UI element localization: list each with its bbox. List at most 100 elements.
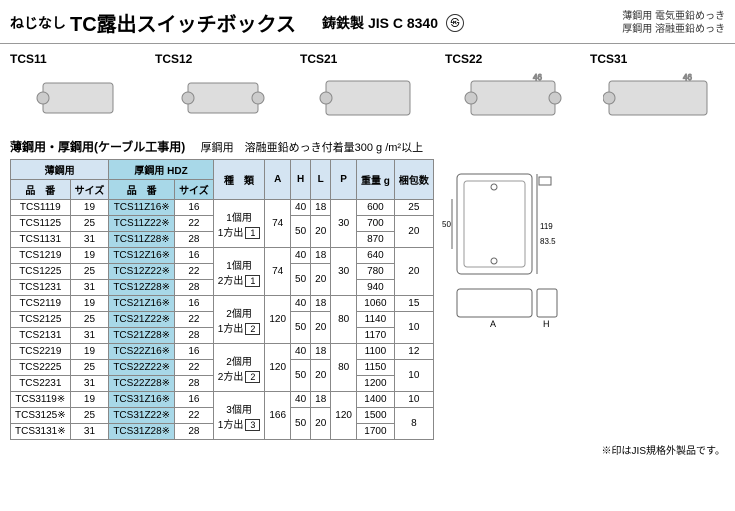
cell: 18	[311, 392, 331, 408]
product-label: TCS22	[445, 52, 580, 66]
col-weight: 重量 g	[356, 160, 394, 200]
cell: 28	[175, 280, 214, 296]
cell: 22	[175, 216, 214, 232]
cell: 40	[291, 200, 311, 216]
note-line-2: 厚鋼用 溶融亜鉛めっき	[622, 23, 725, 36]
cell: 50	[291, 408, 311, 440]
cell: 15	[394, 296, 433, 312]
cell: 25	[70, 312, 109, 328]
cell: 74	[265, 248, 291, 296]
cell: 120	[331, 392, 357, 440]
title-std: 鋳鉄製 JIS C 8340	[322, 13, 438, 33]
col-h: H	[291, 160, 311, 200]
cell: 31	[70, 376, 109, 392]
dim-119: 119	[540, 222, 553, 231]
cell: 1170	[356, 328, 394, 344]
col-p: P	[331, 160, 357, 200]
dim-h: H	[543, 319, 550, 329]
cell: 19	[70, 392, 109, 408]
cell: 28	[175, 232, 214, 248]
cell: TCS11Z28※	[109, 232, 175, 248]
note-line-1: 薄鋼用 電気亜鉛めっき	[622, 10, 725, 23]
cell: 1060	[356, 296, 394, 312]
cell: 50	[291, 360, 311, 392]
table-row: TCS121919TCS12Z16※161個用2方出17440183064020	[11, 248, 434, 264]
cell: 25	[70, 360, 109, 376]
type-number-box: 2	[245, 323, 260, 335]
cell: 80	[331, 296, 357, 344]
cell: 19	[70, 344, 109, 360]
cell: TCS2225	[11, 360, 71, 376]
cell: 120	[265, 296, 291, 344]
cell: TCS12Z16※	[109, 248, 175, 264]
cell: TCS12Z28※	[109, 280, 175, 296]
cell: 16	[175, 200, 214, 216]
cell: TCS2131	[11, 328, 71, 344]
table-row: TCS211919TCS21Z16※162個用1方出21204018801060…	[11, 296, 434, 312]
product-item: TCS22 46	[445, 52, 580, 126]
product-image: 46	[590, 70, 725, 126]
cell: 28	[175, 424, 214, 440]
cell: 50	[291, 312, 311, 344]
cell: 20	[311, 408, 331, 440]
product-label: TCS11	[10, 52, 145, 66]
cell: 12	[394, 344, 433, 360]
cell: 16	[175, 392, 214, 408]
cell: 50	[291, 264, 311, 296]
cell: 40	[291, 296, 311, 312]
cell: 40	[291, 248, 311, 264]
cell: 25	[70, 216, 109, 232]
cell: 20	[394, 216, 433, 248]
cell: TCS1125	[11, 216, 71, 232]
cell: 30	[331, 200, 357, 248]
type-cell: 1個用1方出1	[213, 200, 265, 248]
cell: 19	[70, 296, 109, 312]
cell: TCS3131※	[11, 424, 71, 440]
type-number-box: 3	[245, 419, 260, 431]
type-cell: 1個用2方出1	[213, 248, 265, 296]
cell: 940	[356, 280, 394, 296]
cell: 1400	[356, 392, 394, 408]
cell: 1500	[356, 408, 394, 424]
section-title-text: 薄鋼用・厚鋼用(ケーブル工事用)	[10, 140, 185, 154]
cell: 18	[311, 296, 331, 312]
footnote: ※印はJIS規格外製品です。	[0, 440, 735, 459]
cell: 31	[70, 280, 109, 296]
cell: 10	[394, 360, 433, 392]
cell: 25	[70, 408, 109, 424]
cell: 1700	[356, 424, 394, 440]
cell: TCS31Z28※	[109, 424, 175, 440]
cell: 20	[394, 248, 433, 296]
type-number-box: 2	[245, 371, 260, 383]
cell: TCS1231	[11, 280, 71, 296]
cell: TCS1225	[11, 264, 71, 280]
cell: 10	[394, 392, 433, 408]
section-note: 厚鋼用 溶融亜鉛めっき付着量300 g /m²以上	[201, 142, 423, 154]
cell: 18	[311, 248, 331, 264]
cell: 19	[70, 200, 109, 216]
cell: 1150	[356, 360, 394, 376]
cell: 1140	[356, 312, 394, 328]
cell: 22	[175, 360, 214, 376]
cell: 40	[291, 392, 311, 408]
cell: 18	[311, 200, 331, 216]
cell: TCS21Z28※	[109, 328, 175, 344]
title-main: TC露出スイッチボックス	[70, 8, 296, 37]
cell: 640	[356, 248, 394, 264]
col-a: A	[265, 160, 291, 200]
cell: 22	[175, 264, 214, 280]
cell: 700	[356, 216, 394, 232]
cell: 31	[70, 424, 109, 440]
type-cell: 2個用1方出2	[213, 296, 265, 344]
cell: TCS1219	[11, 248, 71, 264]
cell: 16	[175, 344, 214, 360]
svg-text:46: 46	[683, 73, 692, 82]
col-group-hdz: 厚鋼用 HDZ	[109, 160, 213, 180]
cell: TCS22Z28※	[109, 376, 175, 392]
type-number-box: 1	[245, 275, 260, 287]
cell: 74	[265, 200, 291, 248]
product-row: TCS11 TCS12 TCS21 TCS22 46 TCS31 46	[0, 44, 735, 134]
cell: 20	[311, 312, 331, 344]
col-pack: 梱包数	[394, 160, 433, 200]
title-pre: ねじなし	[10, 13, 66, 33]
